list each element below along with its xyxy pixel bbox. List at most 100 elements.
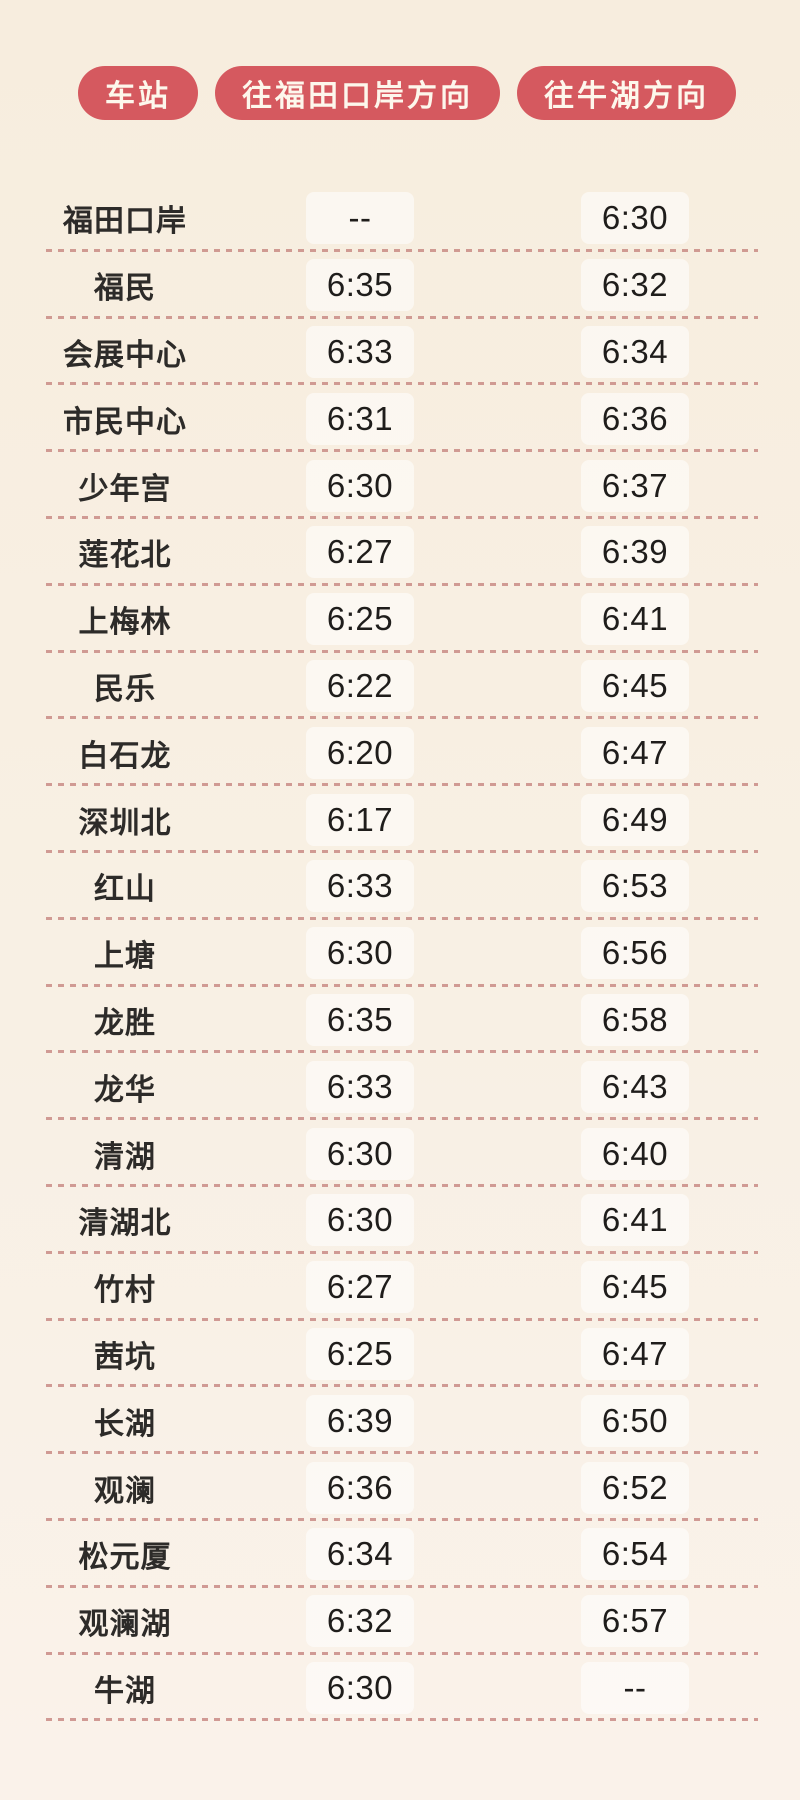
time-cell-to-niuhu: 6:32 (470, 259, 800, 312)
time-chip: 6:30 (306, 459, 414, 512)
time-cell-to-futian: 6:31 (250, 392, 470, 445)
time-chip: 6:57 (581, 1595, 689, 1648)
station-name-cell: 松元厦 (78, 1541, 172, 1575)
time-chip: 6:30 (581, 192, 689, 245)
time-chip: 6:33 (306, 860, 414, 913)
time-cell-to-niuhu: 6:41 (470, 1194, 800, 1247)
time-cell-to-niuhu: 6:36 (470, 392, 800, 445)
station-name-cell: 少年宫 (78, 472, 172, 506)
table-row: 清湖 6:30 6:40 (0, 1120, 800, 1187)
time-chip: 6:30 (306, 1194, 414, 1247)
time-chip: 6:25 (306, 593, 414, 646)
table-row: 民乐 6:22 6:45 (0, 653, 800, 720)
time-cell-to-futian: 6:32 (250, 1595, 470, 1648)
table-row: 会展中心 6:33 6:34 (0, 319, 800, 386)
time-chip: 6:30 (306, 1661, 414, 1714)
time-chip: 6:31 (306, 392, 414, 445)
station-name-cell: 上梅林 (78, 606, 172, 640)
time-chip: 6:34 (581, 325, 689, 378)
station-name-cell: 龙胜 (94, 1006, 156, 1040)
table-row: 松元厦 6:34 6:54 (0, 1521, 800, 1588)
time-chip: 6:36 (581, 392, 689, 445)
table-row: 牛湖 6:30 -- (0, 1655, 800, 1722)
time-chip: 6:36 (306, 1461, 414, 1514)
time-chip: -- (306, 192, 414, 245)
time-chip: 6:30 (306, 927, 414, 980)
table-row: 龙胜 6:35 6:58 (0, 987, 800, 1054)
table-row: 上塘 6:30 6:56 (0, 920, 800, 987)
time-cell-to-niuhu: 6:34 (470, 325, 800, 378)
station-name-cell: 莲花北 (78, 539, 172, 573)
table-row: 上梅林 6:25 6:41 (0, 586, 800, 653)
time-chip: 6:30 (306, 1127, 414, 1180)
table-row: 深圳北 6:17 6:49 (0, 786, 800, 853)
time-chip: 6:27 (306, 526, 414, 579)
column-badge-to-futian-checkpoint: 往福田口岸方向 (215, 66, 500, 120)
time-chip: 6:25 (306, 1327, 414, 1380)
table-row: 福田口岸 -- 6:30 (0, 185, 800, 252)
table-row: 观澜湖 6:32 6:57 (0, 1588, 800, 1655)
table-row: 莲花北 6:27 6:39 (0, 519, 800, 586)
time-chip: 6:56 (581, 927, 689, 980)
time-cell-to-niuhu: 6:57 (470, 1595, 800, 1648)
time-cell-to-niuhu: 6:50 (470, 1394, 800, 1447)
station-name-cell: 上塘 (94, 940, 156, 974)
time-chip: 6:43 (581, 1060, 689, 1113)
time-chip: 6:35 (306, 993, 414, 1046)
time-chip: 6:39 (306, 1394, 414, 1447)
time-chip: 6:53 (581, 860, 689, 913)
time-chip: 6:47 (581, 1327, 689, 1380)
time-chip: 6:40 (581, 1127, 689, 1180)
station-name-cell: 观澜湖 (78, 1608, 172, 1642)
time-cell-to-niuhu: 6:47 (470, 1327, 800, 1380)
time-cell-to-futian: 6:25 (250, 1327, 470, 1380)
time-cell-to-futian: 6:39 (250, 1394, 470, 1447)
station-name-cell: 市民中心 (63, 405, 187, 439)
time-cell-to-futian: 6:30 (250, 1661, 470, 1714)
time-cell-to-futian: 6:35 (250, 259, 470, 312)
station-name-cell: 长湖 (94, 1407, 156, 1441)
station-name-cell: 白石龙 (78, 739, 172, 773)
time-cell-to-niuhu: 6:56 (470, 927, 800, 980)
station-name-cell: 清湖 (94, 1140, 156, 1174)
time-chip: 6:45 (581, 659, 689, 712)
time-cell-to-niuhu: 6:45 (470, 1261, 800, 1314)
time-cell-to-futian: 6:30 (250, 927, 470, 980)
station-name-cell: 龙华 (94, 1073, 156, 1107)
time-chip: 6:27 (306, 1261, 414, 1314)
time-cell-to-niuhu: 6:52 (470, 1461, 800, 1514)
time-chip: 6:33 (306, 1060, 414, 1113)
time-chip: -- (581, 1661, 689, 1714)
station-name-cell: 福民 (94, 272, 156, 306)
station-name-cell: 竹村 (94, 1274, 156, 1308)
table-row: 观澜 6:36 6:52 (0, 1454, 800, 1521)
time-cell-to-niuhu: 6:53 (470, 860, 800, 913)
time-cell-to-niuhu: 6:40 (470, 1127, 800, 1180)
time-chip: 6:39 (581, 526, 689, 579)
time-cell-to-niuhu: 6:37 (470, 459, 800, 512)
time-chip: 6:22 (306, 659, 414, 712)
time-cell-to-futian: 6:22 (250, 659, 470, 712)
table-row: 红山 6:33 6:53 (0, 853, 800, 920)
column-badge-to-niuhu: 往牛湖方向 (517, 66, 736, 120)
time-chip: 6:58 (581, 993, 689, 1046)
station-name-cell: 红山 (94, 873, 156, 907)
column-badge-station: 车站 (78, 66, 198, 120)
time-cell-to-niuhu: 6:49 (470, 793, 800, 846)
time-chip: 6:47 (581, 726, 689, 779)
table-row: 少年宫 6:30 6:37 (0, 452, 800, 519)
table-row: 茜坑 6:25 6:47 (0, 1321, 800, 1388)
time-chip: 6:17 (306, 793, 414, 846)
time-chip: 6:52 (581, 1461, 689, 1514)
station-name-cell: 民乐 (94, 672, 156, 706)
time-cell-to-niuhu: 6:58 (470, 993, 800, 1046)
time-cell-to-niuhu: 6:30 (470, 192, 800, 245)
time-cell-to-niuhu: 6:45 (470, 659, 800, 712)
time-cell-to-niuhu: -- (470, 1661, 800, 1714)
time-cell-to-futian: 6:33 (250, 860, 470, 913)
station-name-cell: 牛湖 (94, 1674, 156, 1708)
time-chip: 6:20 (306, 726, 414, 779)
time-chip: 6:32 (581, 259, 689, 312)
time-cell-to-futian: 6:30 (250, 1194, 470, 1247)
